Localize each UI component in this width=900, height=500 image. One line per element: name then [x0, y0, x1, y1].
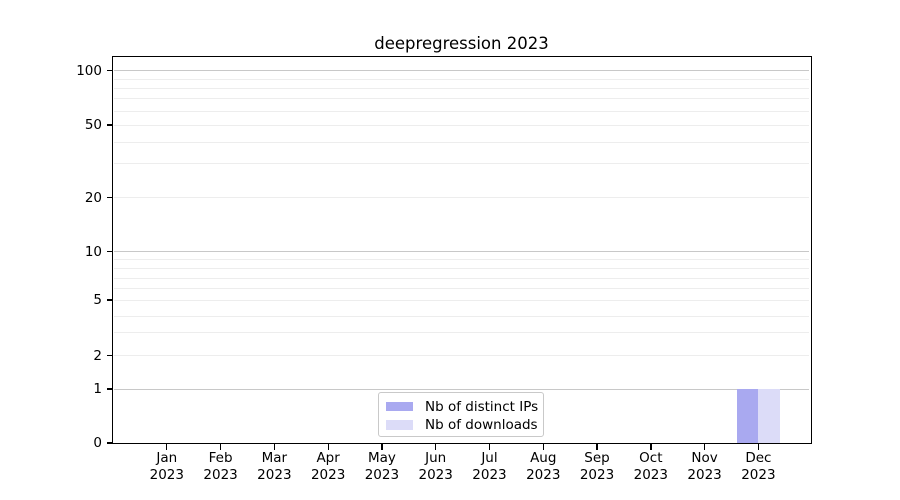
minor-gridline: [114, 258, 809, 260]
x-tick-label-month: Feb: [208, 450, 233, 466]
x-tick-label-year: 2023: [257, 466, 292, 483]
x-tick-mark: [435, 444, 437, 450]
bar-distinct-ips: [736, 389, 759, 443]
x-tick-label-year: 2023: [579, 466, 615, 483]
minor-gridline: [114, 142, 809, 143]
x-tick-label-year: 2023: [203, 466, 238, 483]
y-tick-mark: [106, 124, 113, 126]
x-tick-label-year: 2023: [633, 466, 668, 483]
x-tick-label-year: 2023: [472, 466, 507, 483]
minor-gridline: [114, 98, 809, 99]
x-tick-mark: [704, 444, 706, 450]
chart-title: deepregression 2023: [374, 34, 549, 53]
y-tick-mark: [106, 69, 113, 72]
legend-item-distinct-ips: Nb of distinct IPs: [379, 398, 543, 416]
plot-border: [112, 56, 812, 444]
legend-item-downloads: Nb of downloads: [379, 416, 543, 434]
x-tick-label-month: Mar: [261, 450, 288, 466]
x-tick-label-month: Jun: [425, 450, 447, 466]
x-tick-label-month: Dec: [745, 450, 772, 466]
legend-swatch-distinct-ips-icon: [386, 401, 413, 412]
x-tick-label: Mar 2023: [238, 450, 310, 483]
minor-gridline: [114, 315, 809, 317]
minor-gridline: [114, 124, 809, 126]
y-tick-label: 0: [93, 435, 102, 451]
x-tick-mark: [542, 444, 544, 450]
x-tick-label-month: Nov: [691, 450, 718, 466]
x-tick-label: Oct 2023: [615, 450, 687, 483]
x-tick-label: Apr 2023: [292, 450, 364, 483]
legend-label-distinct-ips: Nb of distinct IPs: [425, 398, 539, 415]
x-tick-label: Jun 2023: [400, 450, 472, 483]
major-gridline: [114, 70, 809, 71]
x-tick-label-year: 2023: [741, 466, 776, 483]
y-tick-mark: [106, 196, 113, 199]
y-tick-label: 50: [84, 117, 102, 133]
x-tick-label: Feb 2023: [185, 450, 257, 483]
x-tick-label: Dec 2023: [722, 450, 794, 483]
major-gridline: [114, 388, 809, 390]
x-tick-label: May 2023: [346, 450, 418, 483]
x-tick-mark: [381, 444, 383, 450]
y-tick-mark: [106, 388, 113, 390]
minor-gridline: [114, 197, 809, 198]
x-tick-mark: [219, 444, 222, 450]
minor-gridline: [114, 277, 809, 279]
x-tick-mark: [596, 444, 598, 450]
y-tick-label: 5: [93, 292, 102, 308]
x-tick-label-year: 2023: [364, 466, 400, 483]
x-tick-label: Sep 2023: [561, 450, 633, 483]
y-tick-mark: [106, 251, 113, 253]
x-tick-label-month: Sep: [584, 450, 610, 466]
x-tick-mark: [757, 444, 760, 450]
legend: Nb of distinct IPs Nb of downloads: [378, 392, 544, 437]
minor-gridline: [114, 267, 809, 269]
x-tick-label-month: Jul: [481, 450, 498, 466]
x-tick-mark: [166, 444, 168, 450]
legend-swatch-downloads-icon: [386, 420, 413, 430]
x-tick-label-month: Jan: [156, 450, 178, 466]
bar-downloads: [758, 389, 780, 443]
y-tick-mark: [106, 299, 113, 301]
x-tick-label-year: 2023: [526, 466, 561, 483]
minor-gridline: [114, 163, 809, 164]
minor-gridline: [114, 110, 809, 112]
x-tick-label-month: Oct: [639, 450, 663, 466]
x-tick-mark: [650, 444, 652, 450]
x-tick-label-month: May: [367, 450, 396, 466]
minor-gridline: [114, 78, 809, 80]
minor-gridline: [114, 355, 809, 356]
y-tick-label: 20: [84, 189, 102, 206]
x-tick-mark: [488, 444, 491, 450]
x-tick-label-month: Apr: [316, 450, 340, 466]
minor-gridline: [114, 299, 809, 301]
y-tick-label: 10: [84, 243, 102, 260]
y-tick-label: 1: [93, 381, 102, 397]
y-tick-label: 2: [93, 347, 102, 364]
x-tick-label-year: 2023: [310, 466, 346, 483]
x-tick-label-year: 2023: [149, 466, 184, 483]
x-tick-label-year: 2023: [418, 466, 453, 483]
x-tick-label: Aug 2023: [507, 450, 579, 483]
x-tick-label-year: 2023: [687, 466, 722, 483]
minor-gridline: [114, 287, 809, 289]
y-tick-mark: [106, 442, 113, 444]
y-tick-label: 100: [76, 62, 102, 79]
major-gridline: [114, 251, 809, 253]
y-tick-mark: [106, 354, 113, 357]
minor-gridline: [114, 331, 809, 333]
legend-label-downloads: Nb of downloads: [425, 417, 538, 434]
x-tick-label: Jul 2023: [453, 450, 525, 483]
x-tick-mark: [273, 444, 276, 450]
x-tick-label: Jan 2023: [131, 450, 203, 483]
x-tick-label-month: Aug: [530, 450, 557, 466]
x-tick-label: Nov 2023: [669, 450, 741, 483]
x-tick-mark: [327, 444, 329, 450]
minor-gridline: [114, 87, 809, 89]
